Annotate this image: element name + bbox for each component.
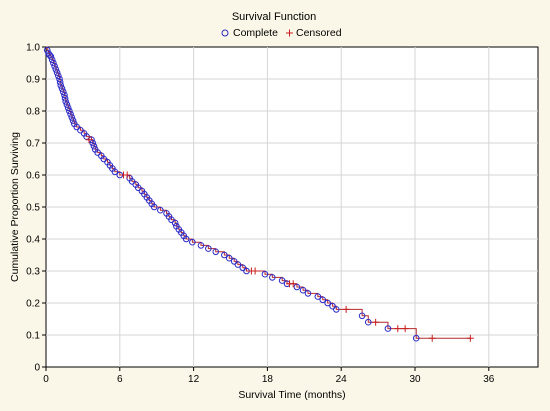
- x-tick-label: 36: [483, 374, 495, 385]
- complete-point: [66, 107, 73, 115]
- complete-point: [319, 296, 327, 304]
- complete-point: [61, 91, 68, 99]
- complete-point: [304, 290, 312, 297]
- y-tick-label: 0.5: [26, 203, 40, 214]
- complete-point: [278, 277, 286, 284]
- censored-point: [372, 318, 380, 326]
- censored-point: [251, 267, 259, 275]
- complete-point: [69, 117, 77, 124]
- complete-point: [212, 248, 220, 256]
- complete-point: [56, 78, 64, 86]
- complete-point: [52, 66, 60, 73]
- censored-point: [428, 334, 436, 342]
- complete-point: [189, 238, 196, 246]
- legend-censored-marker: [286, 29, 293, 37]
- x-tick-label: 0: [43, 374, 49, 385]
- complete-point: [182, 235, 190, 243]
- y-tick-label: 0.1: [26, 331, 40, 342]
- x-tick-label: 30: [409, 374, 421, 385]
- complete-point: [90, 142, 98, 150]
- complete-point: [230, 258, 238, 265]
- grid: [46, 47, 538, 367]
- legend: Complete Censored: [221, 27, 342, 39]
- complete-point: [100, 155, 108, 163]
- y-tick-label: 0.4: [26, 235, 40, 246]
- x-tick-label: 12: [188, 374, 200, 385]
- censored-point: [394, 325, 402, 333]
- complete-point: [261, 270, 269, 278]
- y-tick-label: 0.7: [26, 139, 40, 150]
- complete-point: [314, 293, 322, 300]
- complete-point: [56, 75, 63, 83]
- complete-point: [50, 59, 57, 67]
- y-tick-label: 0: [34, 363, 40, 374]
- complete-point: [73, 123, 81, 131]
- complete-point: [59, 88, 67, 96]
- complete-point: [299, 286, 307, 294]
- y-axis-label: Cumulative Proportion Surviving: [9, 132, 21, 282]
- x-axis-label: Survival Time (months): [238, 389, 345, 401]
- censored-point: [466, 334, 474, 342]
- complete-point: [150, 203, 158, 211]
- complete-point: [329, 302, 336, 310]
- complete-point: [58, 85, 66, 92]
- complete-point: [89, 139, 97, 147]
- y-tick-label: 0.9: [26, 75, 40, 86]
- y-tick-label: 0.8: [26, 107, 40, 118]
- complete-point: [111, 168, 119, 176]
- x-tick-label: 6: [117, 374, 123, 385]
- complete-point: [157, 206, 164, 214]
- y-tick-label: 1.0: [26, 43, 40, 54]
- chart-title: Survival Function: [232, 11, 316, 23]
- complete-point: [57, 82, 65, 89]
- complete-point: [171, 219, 179, 227]
- legend-complete-label: Complete: [233, 27, 278, 39]
- complete-point: [61, 94, 69, 102]
- complete-point: [358, 312, 366, 320]
- x-tick-label: 24: [336, 374, 348, 385]
- x-tick-label: 18: [262, 374, 274, 385]
- complete-point: [293, 283, 301, 291]
- complete-point: [48, 56, 56, 64]
- complete-point: [269, 274, 276, 281]
- y-tick-label: 0.6: [26, 171, 40, 182]
- complete-point: [134, 184, 142, 192]
- complete-point: [53, 69, 61, 76]
- complete-point: [221, 251, 228, 259]
- censored-point: [85, 136, 93, 144]
- complete-point: [324, 299, 331, 307]
- markers: [43, 46, 474, 342]
- complete-point: [205, 245, 212, 252]
- censored-point: [342, 305, 350, 313]
- complete-point: [332, 306, 340, 313]
- complete-point: [197, 242, 205, 249]
- complete-point: [94, 149, 101, 156]
- complete-point: [128, 178, 136, 185]
- complete-point: [68, 114, 76, 121]
- complete-point: [364, 318, 372, 326]
- complete-point: [225, 254, 233, 262]
- ticks: 0 6 12 18 24 30 36 0 0.1 0.2 0.3 0.4 0.5 0.6 0.7 0.8 0.9…: [26, 43, 495, 386]
- complete-point: [47, 53, 55, 60]
- complete-point: [77, 126, 84, 134]
- censored-point: [289, 280, 297, 288]
- complete-point: [64, 104, 72, 112]
- legend-complete-marker: [221, 29, 229, 37]
- complete-point: [67, 110, 74, 118]
- complete-point: [384, 325, 392, 332]
- censored-point: [401, 325, 409, 333]
- complete-point: [168, 216, 175, 224]
- y-tick-label: 0.2: [26, 299, 40, 310]
- complete-point: [51, 62, 58, 70]
- complete-point: [63, 101, 71, 108]
- censored-point: [123, 171, 131, 179]
- complete-point: [234, 261, 242, 268]
- complete-point: [239, 264, 247, 272]
- complete-point: [412, 334, 420, 342]
- complete-point: [55, 72, 62, 80]
- complete-point: [62, 98, 69, 105]
- y-tick-label: 0.3: [26, 267, 40, 278]
- legend-censored-label: Censored: [296, 27, 342, 39]
